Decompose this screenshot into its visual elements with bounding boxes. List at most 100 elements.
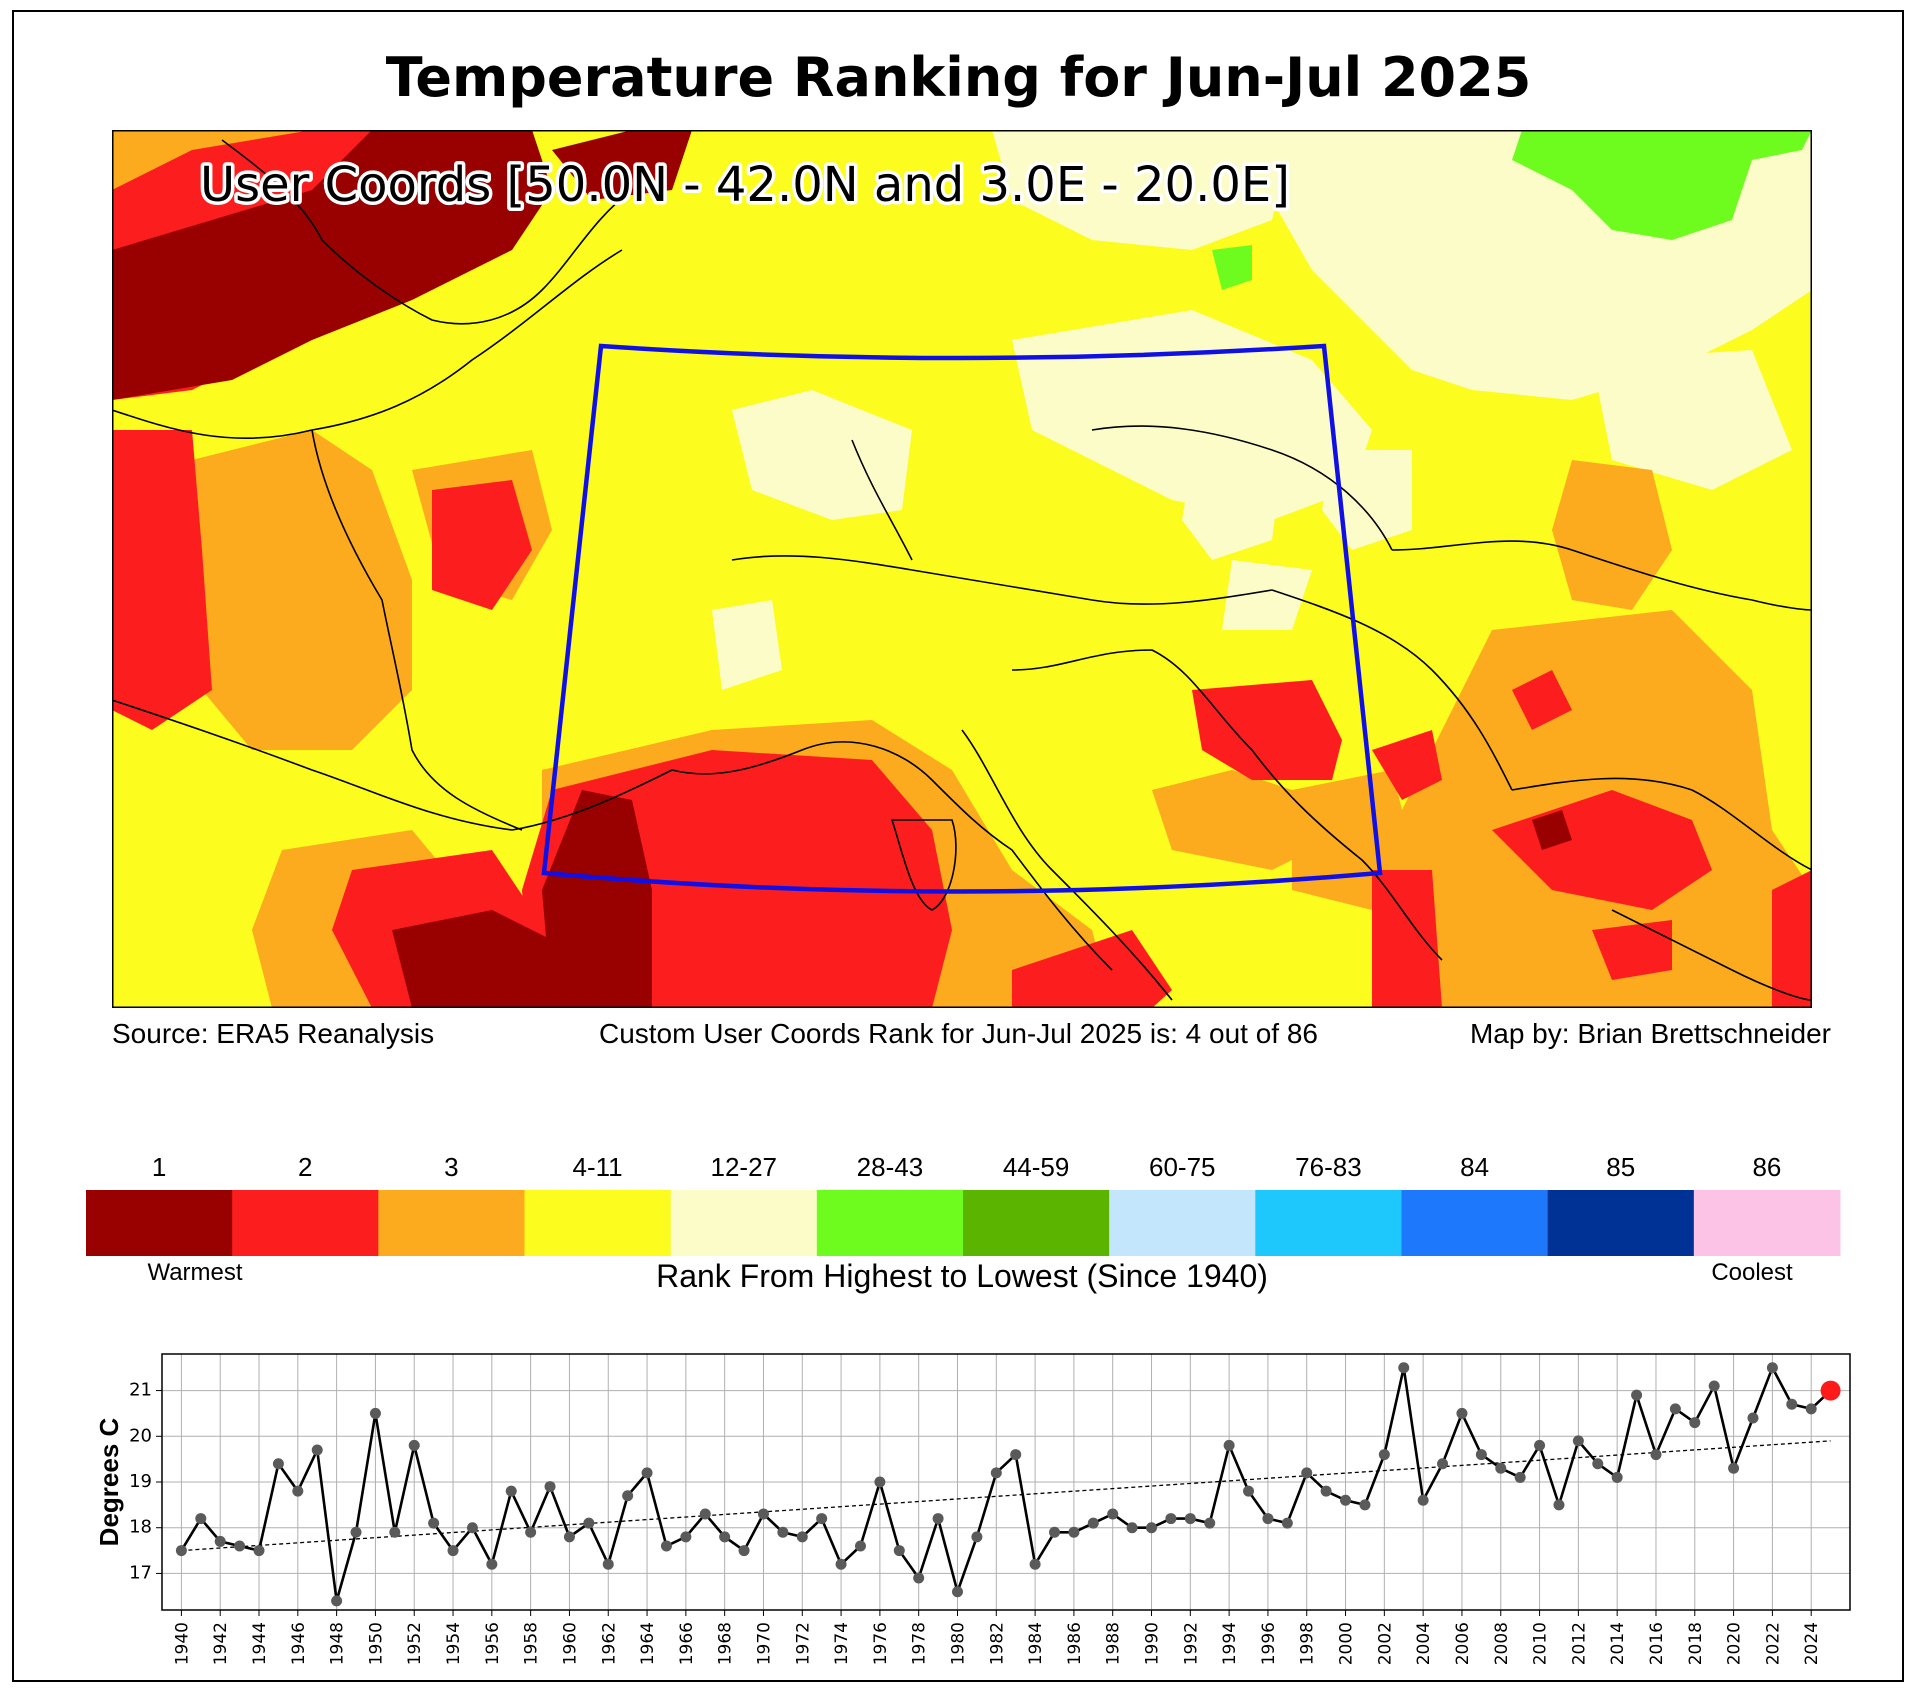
source-caption: Source: ERA5 Reanalysis [112, 1018, 435, 1049]
data-point-1964 [641, 1467, 653, 1479]
latest-year-highlight [1820, 1380, 1841, 1401]
x-tick-label: 1994 [1220, 1622, 1240, 1665]
data-point-1960 [563, 1531, 575, 1543]
temperature-series-line [180, 1364, 1832, 1602]
x-tick-label: 1952 [405, 1622, 425, 1665]
data-point-1981 [971, 1531, 983, 1543]
data-point-1949 [350, 1526, 362, 1538]
data-point-1970 [757, 1508, 769, 1520]
rank-2-central-france [432, 480, 532, 610]
data-point-2017 [1669, 1403, 1681, 1415]
rank-legend: 1 2 3 4-11 12-27 28-43 44-59 60-75 76-83 84 85 86 W… [86, 1152, 1841, 1294]
data-point-1958 [525, 1526, 537, 1538]
x-tick-label: 1958 [522, 1622, 542, 1665]
rank-2-greece-patch [1592, 920, 1672, 980]
x-tick-label: 2008 [1492, 1622, 1512, 1665]
x-tick-label: 1996 [1259, 1622, 1279, 1665]
data-point-1979 [932, 1513, 944, 1525]
x-tick-label: 1970 [754, 1622, 774, 1665]
map-borders [112, 139, 1812, 1001]
rank-12-27-hungary [1222, 560, 1312, 630]
legend-bin-label: 28-43 [857, 1152, 924, 1182]
x-tick-label: 1978 [910, 1622, 930, 1665]
x-tick-label: 1964 [638, 1622, 658, 1665]
ranking-map: User Coords [50.0N - 42.0N and 3.0E - 20… [112, 130, 1812, 1008]
y-tick-label: 19 [129, 1471, 152, 1492]
rank-2-serbia-patch [1372, 730, 1442, 800]
y-axis-label: Degrees C [94, 1417, 124, 1546]
hungary-border [1271, 589, 1513, 791]
data-point-1946 [292, 1485, 304, 1497]
user-coords-box [541, 343, 1383, 894]
data-point-1943 [234, 1540, 246, 1552]
x-tick-label: 1998 [1298, 1622, 1318, 1665]
data-point-2016 [1650, 1449, 1662, 1461]
figure-frame [12, 10, 1904, 1682]
rank-2-romania-patch [1512, 670, 1572, 730]
data-point-1989 [1126, 1522, 1138, 1534]
x-tick-label: 1990 [1143, 1622, 1163, 1665]
rank-2-croatia [1192, 680, 1342, 780]
x-tick-label: 1954 [444, 1622, 464, 1665]
rank-12-27-vienna [1182, 460, 1282, 560]
y-axis-ticks: 17 18 19 20 21 [129, 1380, 162, 1583]
data-point-2000 [1340, 1494, 1352, 1506]
data-point-1973 [816, 1513, 828, 1525]
legend-bin-label: 86 [1752, 1152, 1781, 1182]
data-point-1953 [428, 1517, 440, 1529]
data-point-1994 [1223, 1439, 1235, 1451]
data-point-1976 [874, 1476, 886, 1488]
x-tick-label: 2016 [1647, 1622, 1667, 1665]
rank-2-albania [1372, 870, 1442, 1008]
legend-swatch-3 [378, 1190, 525, 1256]
data-point-2003 [1398, 1362, 1410, 1374]
x-tick-label: 2006 [1453, 1622, 1473, 1665]
data-point-1955 [466, 1522, 478, 1534]
x-tick-label: 1992 [1181, 1622, 1201, 1665]
bay-of-biscay [112, 699, 673, 831]
data-point-1990 [1146, 1522, 1158, 1534]
x-tick-label: 2020 [1725, 1622, 1745, 1665]
x-axis-ticks: 1940 1942 1944 1946 1948 1950 1952 1954 1956 1958… [172, 1610, 1822, 1665]
data-point-1966 [680, 1531, 692, 1543]
legend-swatch-28-43 [816, 1190, 964, 1256]
rank-28-43-north-east [1512, 130, 1812, 240]
rank-12-27-central [1012, 310, 1372, 520]
x-tick-label: 1976 [871, 1622, 891, 1665]
data-point-2012 [1572, 1435, 1584, 1447]
x-tick-label: 1940 [172, 1622, 192, 1665]
czech-border [1091, 425, 1393, 551]
x-tick-label: 2022 [1763, 1622, 1783, 1665]
data-point-2008 [1495, 1462, 1507, 1474]
rank-3-west-france [192, 430, 412, 750]
x-tick-label: 1944 [250, 1622, 270, 1665]
x-tick-label: 1960 [560, 1622, 580, 1665]
data-point-1980 [951, 1586, 963, 1598]
data-point-1974 [835, 1558, 847, 1570]
x-tick-label: 1950 [366, 1622, 386, 1665]
rank-2-turkey-edge [1772, 870, 1812, 1008]
trend-line [181, 1440, 1831, 1552]
legend-axis-title: Rank From Highest to Lowest (Since 1940) [656, 1258, 1268, 1294]
x-tick-label: 1974 [832, 1622, 852, 1665]
user-coords-label: User Coords [50.0N - 42.0N and 3.0E - 20… [200, 157, 1290, 213]
data-point-1984 [1029, 1558, 1041, 1570]
data-point-1959 [544, 1481, 556, 1493]
x-tick-label: 2024 [1802, 1622, 1822, 1665]
data-point-2023 [1786, 1398, 1798, 1410]
legend-swatch-76-83 [1255, 1190, 1402, 1256]
legend-bins: 1 2 3 4-11 12-27 28-43 44-59 60-75 76-83 84 85 86 [86, 1152, 1841, 1256]
data-point-1995 [1243, 1485, 1255, 1497]
legend-swatch-44-59 [963, 1190, 1110, 1256]
y-tick-label: 18 [129, 1517, 152, 1538]
alps-border [731, 555, 1273, 605]
x-tick-label: 1972 [793, 1622, 813, 1665]
data-point-1993 [1204, 1517, 1216, 1529]
adriatic-east-coast [1011, 649, 1443, 961]
x-tick-label: 1948 [328, 1622, 348, 1665]
data-point-1965 [660, 1540, 672, 1552]
danube-border [1511, 777, 1812, 871]
data-point-2014 [1611, 1471, 1623, 1483]
data-point-2021 [1747, 1412, 1759, 1424]
x-tick-label: 2010 [1531, 1622, 1551, 1665]
